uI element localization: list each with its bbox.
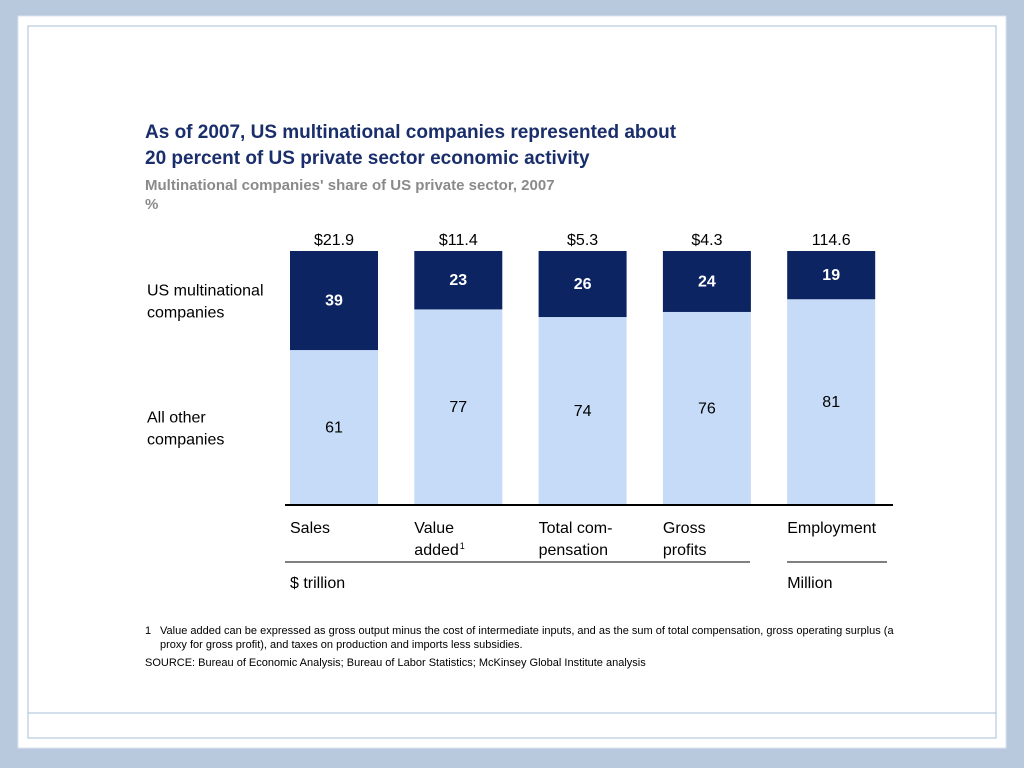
category-label: Employment — [787, 520, 876, 537]
category-label: Value added — [414, 520, 459, 559]
bar-segment — [662, 251, 751, 312]
bar-segment — [414, 251, 503, 310]
total-label: $21.9 — [314, 232, 354, 249]
bar-segment — [787, 251, 876, 300]
chart-title: As of 2007, US multinational companies r… — [145, 122, 677, 169]
bar-segment — [290, 251, 378, 351]
value-label: 77 — [449, 399, 467, 416]
unit-group-label: $ trillion — [290, 575, 345, 592]
total-label: $4.3 — [691, 232, 722, 249]
legend-label: All other companies — [147, 410, 224, 449]
total-label: $11.4 — [439, 232, 478, 249]
bar-segment — [414, 309, 503, 505]
chart-subtitle: Multinational companies' share of US pri… — [145, 177, 555, 194]
value-label: 26 — [574, 276, 592, 293]
footnote-text: Value added can be expressed as gross ou… — [160, 625, 894, 651]
bar-segment — [290, 350, 378, 505]
bar-segment — [662, 311, 751, 505]
category-label: Gross profits — [663, 520, 707, 559]
category-label: Total com-pensation — [539, 520, 613, 559]
total-label: $5.3 — [567, 232, 598, 249]
value-label: 74 — [574, 403, 592, 420]
category-label: Sales — [290, 520, 330, 537]
bar-segment — [538, 317, 627, 505]
total-label: 114.6 — [812, 232, 851, 249]
footnotes: 1 Value added can be expressed as gross o… — [145, 624, 905, 670]
footnote-mark: 1 — [145, 625, 152, 637]
value-label: 61 — [325, 420, 343, 437]
unit-group-label: Million — [787, 575, 832, 592]
value-label: 19 — [822, 267, 840, 284]
bar-segment — [787, 299, 876, 505]
value-label: 24 — [698, 273, 716, 290]
value-label: 76 — [698, 400, 716, 417]
legend-label: US multinational companies — [147, 283, 264, 322]
footnote: 1 Value added can be expressed as gross o… — [145, 624, 905, 652]
value-label: 23 — [449, 272, 467, 289]
value-label: 81 — [822, 394, 840, 411]
value-label: 39 — [325, 293, 343, 310]
slide-border — [27, 25, 997, 739]
source: SOURCE: Bureau of Economic Analysis; Bur… — [145, 657, 646, 669]
unit-label: % — [145, 196, 158, 213]
bar-segment — [538, 251, 627, 318]
footnote-ref: 1 — [460, 541, 465, 551]
